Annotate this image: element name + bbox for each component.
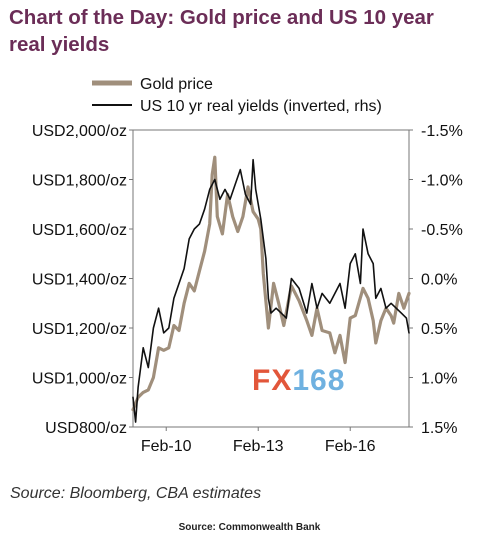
right-tick-label: 0.5% <box>421 321 457 338</box>
left-tick-label: USD1,800/oz <box>32 173 127 190</box>
right-tick-label: -1.5% <box>421 123 463 140</box>
series-line-real-yields <box>132 158 410 423</box>
x-tick-label: Feb-10 <box>141 438 192 455</box>
right-axis: -1.5% -1.0% -0.5% 0.0% 0.5% 1.0% 1.5% <box>409 123 463 437</box>
x-axis: Feb-10 Feb-13 Feb-16 <box>141 427 376 455</box>
legend-label-yields: US 10 yr real yields (inverted, rhs) <box>140 98 382 115</box>
chart-title-line-2: real yields <box>9 33 110 56</box>
x-tick-label: Feb-16 <box>325 438 376 455</box>
left-tick-label: USD1,400/oz <box>32 272 127 289</box>
left-tick-label: USD2,000/oz <box>32 123 127 140</box>
left-tick-label: USD1,600/oz <box>32 222 127 239</box>
source-note: Source: Bloomberg, CBA estimates <box>10 485 262 502</box>
left-tick-label: USD1,200/oz <box>32 321 127 338</box>
left-tick-label: USD800/oz <box>45 420 127 437</box>
legend: Gold price US 10 yr real yields (inverte… <box>92 76 382 115</box>
chart-title-line-1: Chart of the Day: Gold price and US 10 y… <box>9 6 434 29</box>
right-tick-label: 1.0% <box>421 371 457 388</box>
right-tick-label: 0.0% <box>421 272 457 289</box>
watermark-fx: FX <box>252 364 293 397</box>
watermark-logo: FX168 <box>252 364 345 398</box>
right-tick-label: 1.5% <box>421 420 457 437</box>
right-tick-label: -0.5% <box>421 222 463 239</box>
right-tick-label: -1.0% <box>421 173 463 190</box>
legend-label-gold: Gold price <box>140 76 213 93</box>
left-axis: USD2,000/oz USD1,800/oz USD1,600/oz USD1,40… <box>32 123 133 437</box>
left-tick-label: USD1,000/oz <box>32 371 127 388</box>
chart-title: Chart of the Day: Gold price and US 10 y… <box>9 4 479 58</box>
x-tick-label: Feb-13 <box>233 438 284 455</box>
watermark-number: 168 <box>292 364 346 397</box>
series-layer <box>131 155 411 423</box>
footer-source: Source: Commonwealth Bank <box>178 522 321 533</box>
series-line-gold-price <box>131 155 411 412</box>
